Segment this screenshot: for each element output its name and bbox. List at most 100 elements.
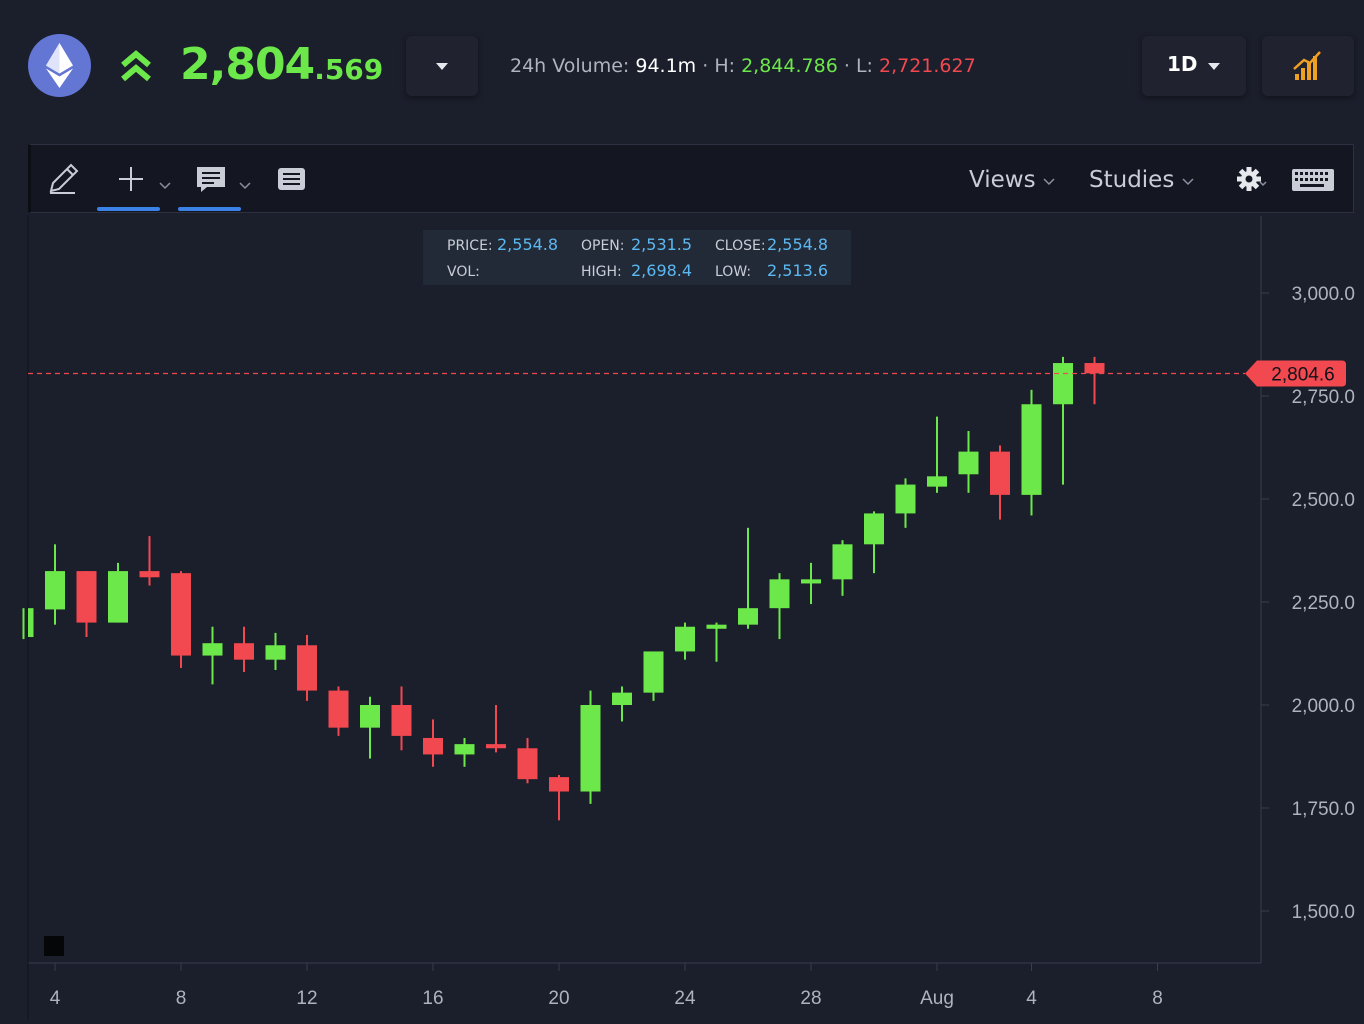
candle-body [612,692,632,705]
crosshair-plus-icon [119,167,143,191]
candle[interactable] [675,622,695,660]
x-tick-label: Aug [920,988,954,1009]
chevron-down-icon [1043,178,1055,186]
candle-body [675,626,695,652]
candle-body [1084,363,1105,374]
high-value: 2,844.786 [741,55,838,77]
top-bar: 2,804.569 24h Volume: 94.1m · H: 2,844.7… [0,0,1364,130]
indicators-button[interactable] [1262,36,1354,96]
candle-body [423,737,443,755]
high-label: HIGH: [581,264,622,280]
candle-body [1021,404,1042,495]
candle-body [234,643,254,660]
stats-separator: · [702,55,709,77]
timeframe-label: 1D [1167,52,1198,76]
candle[interactable] [1084,356,1105,405]
candle[interactable] [171,571,191,668]
candle-body [360,705,380,728]
candle[interactable] [328,686,349,736]
x-tick-label: 4 [50,988,61,1009]
candle[interactable] [864,511,884,574]
candle[interactable] [769,573,790,640]
candle[interactable] [202,626,223,685]
timeframe-dropdown[interactable]: 1D [1142,36,1246,96]
candle[interactable] [139,536,160,586]
views-menu[interactable]: Views [969,167,1055,193]
x-tick-label: 16 [422,988,443,1009]
x-tick-label: 20 [548,988,569,1009]
candle-body [328,690,349,728]
crosshair-tool-button[interactable] [115,159,175,199]
candle-body [801,579,821,584]
candle[interactable] [297,634,317,701]
keyboard-button[interactable] [1291,159,1335,199]
candle[interactable] [832,540,853,596]
candle[interactable] [22,608,34,640]
current-price-label: 2,804.6 [1271,365,1334,386]
high-value: 2,698.4 [631,261,693,280]
candle[interactable] [360,696,380,759]
candle-body [895,484,916,514]
candle-body [76,571,97,623]
candle-body [990,451,1010,495]
candle[interactable] [423,719,443,767]
candles [22,356,1105,821]
x-tick-label: 28 [800,988,821,1009]
price-value: 2,554.8 [497,235,559,254]
chevron-down-icon [1208,63,1220,70]
candle[interactable] [454,737,475,767]
candle-body [28,608,34,638]
low-label: L: [855,55,873,77]
candle[interactable] [580,690,601,804]
studies-menu[interactable]: Studies [1089,167,1194,193]
candle-body [297,645,317,691]
close-value: 2,554.8 [767,235,829,254]
settings-button[interactable] [1233,159,1273,199]
candle[interactable] [265,632,286,670]
candle[interactable] [486,705,506,753]
candle[interactable] [517,737,538,784]
candle[interactable] [45,544,65,625]
candle[interactable] [612,686,632,722]
gear-icon [1237,167,1267,191]
candle[interactable] [76,571,97,638]
y-axis-ticks: 3,000.0 2,750.0 2,500.0 2,250.0 2,000.0 1,750… [1261,284,1355,923]
draw-tool-button[interactable] [45,159,85,199]
candle[interactable] [1021,389,1042,516]
comment-tool-underline [178,207,241,211]
candle[interactable] [108,562,128,623]
y-tick-label: 2,000.0 [1292,696,1355,717]
candle-body [171,573,191,656]
candle[interactable] [234,626,254,673]
current-price: 2,804.569 [180,38,383,97]
candle[interactable] [706,622,727,662]
candle[interactable] [1053,356,1073,485]
ohlc-tooltip: PRICE: 2,554.8 OPEN: 2,531.5 CLOSE: 2,55… [423,230,851,285]
candle-body [517,748,538,780]
y-tick-label: 2,500.0 [1292,490,1355,511]
candle[interactable] [895,478,916,528]
candle-body [549,777,569,792]
low-label: LOW: [715,264,752,280]
chevron-down-icon [436,63,448,70]
candle-body [1053,363,1073,405]
comment-tool-button[interactable] [195,159,255,199]
candle[interactable] [990,445,1010,520]
candle[interactable] [958,431,979,493]
candle[interactable] [391,686,412,751]
asset-dropdown-button[interactable] [406,36,478,96]
candle-body [391,705,412,736]
open-value: 2,531.5 [631,235,693,254]
candle[interactable] [643,651,664,701]
list-tool-button[interactable] [275,159,309,199]
candle-body [643,651,664,693]
x-axis-ticks: 4 8 12 16 20 24 28 Aug 4 8 [50,963,1163,1009]
candle-body [265,645,286,660]
candle[interactable] [549,775,569,821]
double-chevron-up-icon [118,46,154,86]
candle[interactable] [738,527,758,629]
candle[interactable] [927,416,947,493]
candle-body [738,608,758,625]
candle[interactable] [801,562,821,605]
